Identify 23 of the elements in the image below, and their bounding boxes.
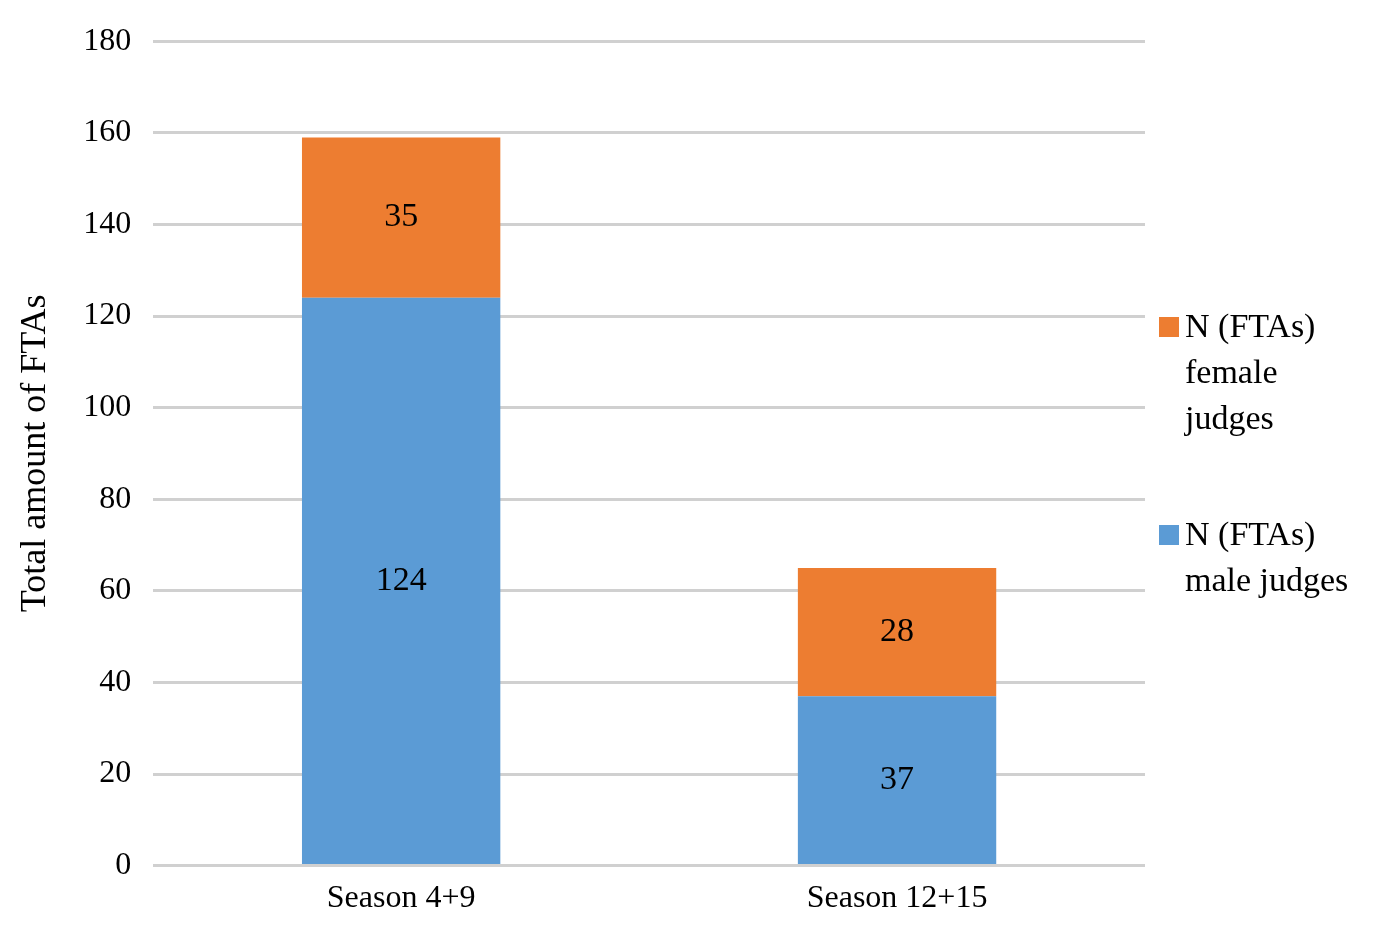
y-tick-label: 20: [99, 753, 132, 790]
data-label: 124: [375, 559, 427, 597]
legend-label: N (FTAs) female judges: [1185, 306, 1317, 439]
y-tick-label: 100: [83, 387, 132, 424]
data-label: 35: [384, 196, 419, 234]
legend-label: N (FTAs) male judges: [1185, 514, 1350, 601]
bar: [797, 696, 997, 865]
y-tick-label: 60: [99, 570, 132, 607]
y-tick-label: 160: [83, 112, 132, 149]
y-tick-label: 80: [99, 478, 132, 515]
x-tick-label: Season 4+9: [326, 878, 476, 915]
data-label: 37: [880, 759, 915, 797]
y-tick-label: 140: [83, 203, 132, 240]
bar: [797, 567, 997, 697]
bar: [301, 137, 501, 298]
y-axis-title: Total amount of FTAs: [13, 294, 54, 613]
y-tick-label: 40: [99, 661, 132, 698]
x-tick-label: Season 12+15: [806, 878, 988, 915]
y-tick-label: 180: [83, 20, 132, 57]
y-tick-label: 0: [115, 845, 132, 882]
data-label: 28: [880, 610, 915, 648]
bar: [301, 297, 501, 865]
y-tick-label: 120: [83, 295, 132, 332]
